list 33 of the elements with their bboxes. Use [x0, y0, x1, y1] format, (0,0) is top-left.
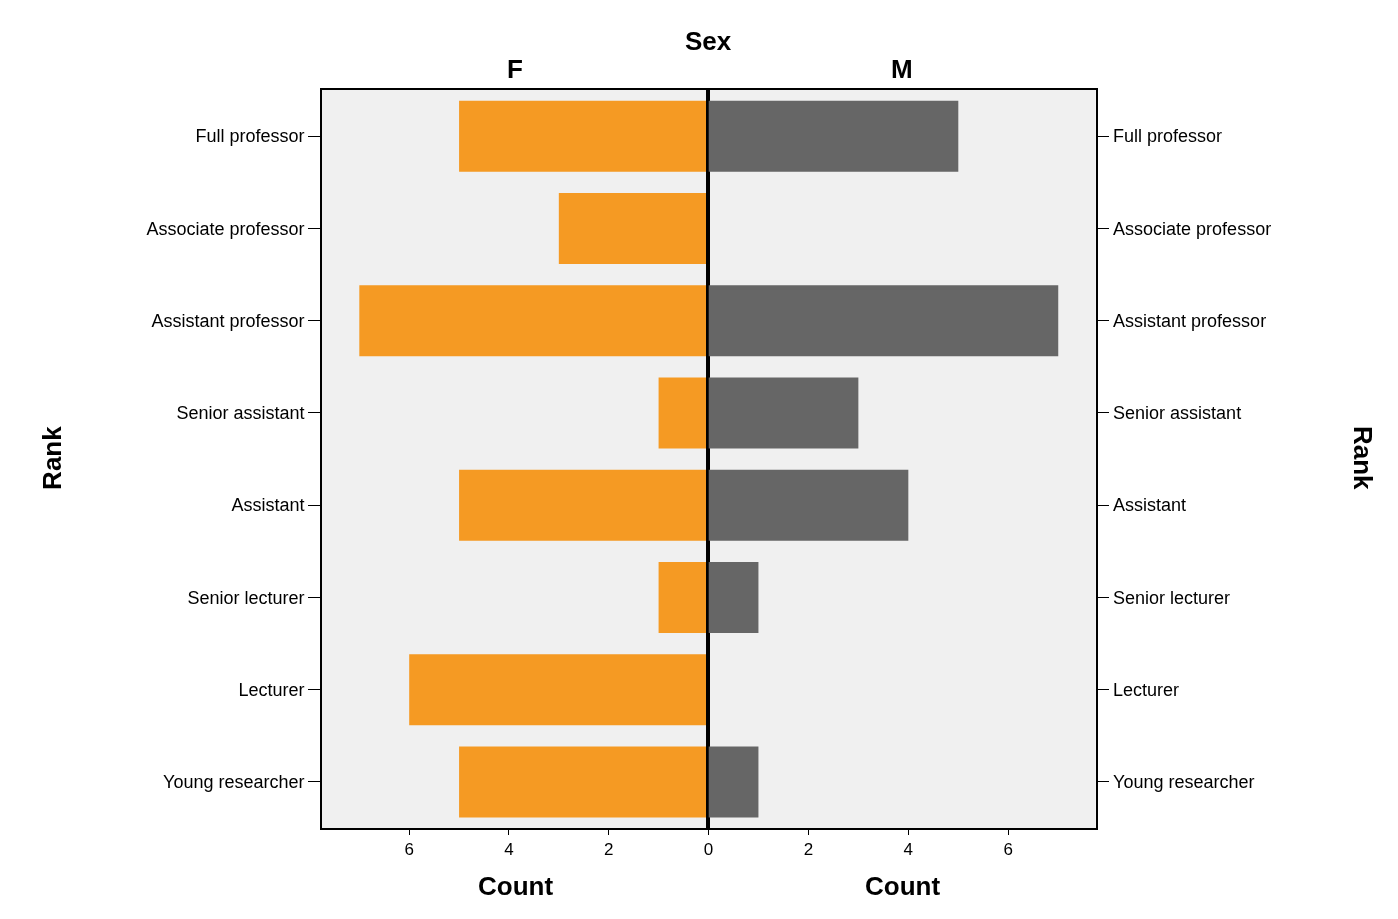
y-tick-label: Young researcher	[1113, 772, 1255, 793]
y-tick-label: Lecturer	[238, 679, 305, 700]
y-tick-label: Senior lecturer	[187, 587, 305, 608]
y-tick-label: Assistant	[1113, 495, 1187, 516]
x-tick-label: 2	[603, 840, 614, 860]
y-tick-label: Full professor	[1113, 126, 1223, 147]
y-tick-label: Senior assistant	[1113, 403, 1242, 424]
chart-subtitle: M	[891, 54, 913, 84]
y-tick-label: Young researcher	[163, 772, 305, 793]
x-tick-label: 6	[1003, 840, 1014, 860]
x-axis-title: Count	[478, 871, 554, 901]
y-tick-label: Associate professor	[146, 218, 305, 239]
chart-subtitle: F	[507, 54, 523, 84]
bar	[708, 746, 759, 818]
y-tick-label: Assistant professor	[1113, 310, 1267, 331]
x-tick-label: 6	[404, 840, 414, 860]
chart-title: Sex	[685, 26, 732, 56]
y-tick-label: Senior lecturer	[1113, 587, 1231, 608]
y-tick-label: Assistant	[231, 495, 305, 516]
x-tick-label: 2	[803, 840, 814, 860]
y-axis-title: Rank	[1348, 425, 1379, 491]
y-tick-label: Lecturer	[1113, 679, 1180, 700]
bar	[558, 192, 709, 264]
y-tick-label: Full professor	[195, 126, 305, 147]
bar	[409, 654, 709, 726]
y-tick-label: Senior assistant	[176, 403, 305, 424]
x-tick-label: 4	[903, 840, 914, 860]
y-tick-label: Associate professor	[1113, 218, 1272, 239]
y-tick-label: Assistant professor	[151, 310, 305, 331]
y-axis-title: Rank	[36, 425, 67, 490]
x-tick-label: 0	[703, 840, 714, 860]
x-axis-title: Count	[865, 871, 941, 901]
x-tick-label: 4	[504, 840, 514, 860]
